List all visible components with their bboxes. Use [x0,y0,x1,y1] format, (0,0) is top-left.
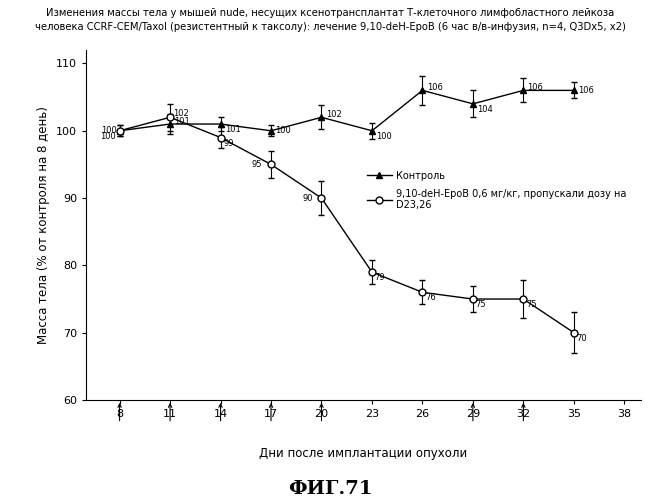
Text: 79: 79 [375,273,385,282]
Text: 75: 75 [526,300,537,309]
Text: 106: 106 [426,83,442,92]
Text: 100: 100 [100,132,116,141]
Text: 100: 100 [376,132,392,141]
Text: 99: 99 [223,138,234,147]
Text: 90: 90 [302,194,313,202]
Text: 101: 101 [175,117,190,126]
Text: 102: 102 [173,108,188,118]
Text: человека CCRF-CEM/Taxol (резистентный к таксолу): лечение 9,10-deH-EpoB (6 час в: человека CCRF-CEM/Taxol (резистентный к … [35,22,626,32]
Legend: Контроль, 9,10-deH-EpoB 0,6 мг/кг, пропускали дозу на
D23,26: Контроль, 9,10-deH-EpoB 0,6 мг/кг, пропу… [364,167,631,214]
Text: 101: 101 [225,125,241,134]
Text: 102: 102 [326,110,341,119]
Text: 95: 95 [252,160,262,169]
Text: 75: 75 [476,300,486,309]
Text: 100: 100 [275,126,291,136]
Text: 76: 76 [425,294,436,302]
Text: ФИГ.71: ФИГ.71 [288,480,373,498]
X-axis label: Дни после имплантации опухоли: Дни после имплантации опухоли [259,447,468,460]
Text: 106: 106 [578,86,594,95]
Text: 100: 100 [102,126,117,136]
Text: 106: 106 [527,83,543,92]
Text: Изменения массы тела у мышей nude, несущих ксенотрансплантат Т-клеточного лимфоб: Изменения массы тела у мышей nude, несущ… [46,8,615,18]
Text: 104: 104 [477,105,493,114]
Text: 70: 70 [576,334,587,342]
Y-axis label: Масса тела (% от контроля на 8 день): Масса тела (% от контроля на 8 день) [38,106,50,344]
